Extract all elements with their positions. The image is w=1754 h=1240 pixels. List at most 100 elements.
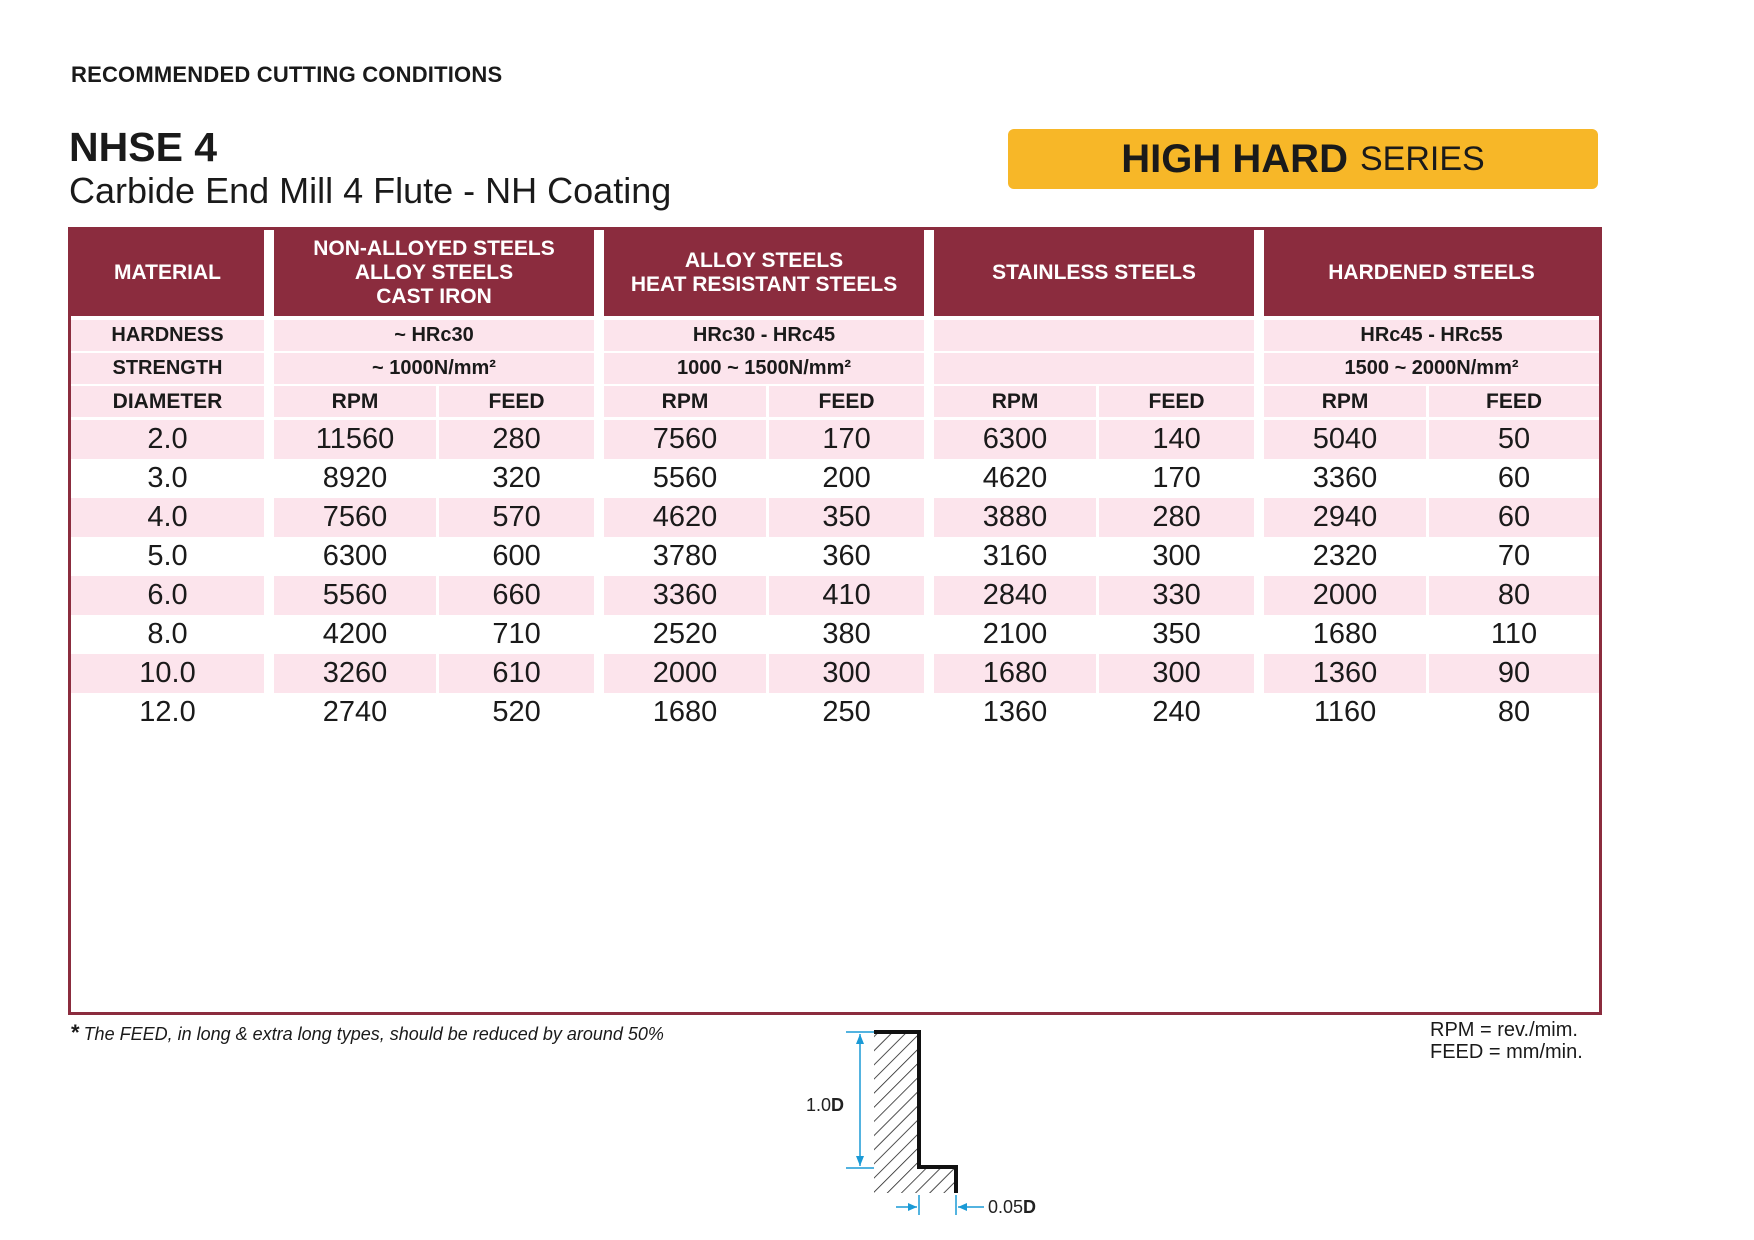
diameter-header: DIAMETER <box>71 386 274 420</box>
material-header: MATERIAL <box>71 230 274 320</box>
rpm-cell: 6300 <box>934 420 1100 459</box>
rpm-cell: 8920 <box>274 459 439 498</box>
rpm-header: RPM <box>1264 386 1430 420</box>
footnote: * The FEED, in long & extra long types, s… <box>71 1020 664 1046</box>
feed-cell: 330 <box>1099 576 1265 615</box>
rpm-cell: 2520 <box>604 615 770 654</box>
rpm-cell: 3160 <box>934 537 1100 576</box>
diameter-cell: 2.0 <box>71 420 274 459</box>
diameter-cell: 6.0 <box>71 576 274 615</box>
strength-label: STRENGTH <box>71 353 274 386</box>
arrow-down-icon <box>856 1156 864 1166</box>
hardness-value: HRc45 - HRc55 <box>1264 320 1600 353</box>
strength-row: STRENGTH ~ 1000N/mm² 1000 ~ 1500N/mm² 15… <box>71 353 1600 386</box>
material-line: ALLOY STEELS <box>354 261 514 284</box>
hardness-value <box>934 320 1265 353</box>
rpm-cell: 1680 <box>604 693 770 732</box>
feed-cell: 70 <box>1497 540 1531 572</box>
rpm-cell: 6300 <box>274 537 439 576</box>
feed-cell: 110 <box>1490 618 1538 650</box>
feed-cell: 280 <box>439 420 605 459</box>
rpm-cell: 3260 <box>274 654 439 693</box>
data-rows: 2.0 11560 280 7560 170 6300 140 5040 50 3.0 8920 32… <box>71 420 1600 732</box>
diameter-cell: 8.0 <box>71 615 274 654</box>
feed-cell: 140 <box>1099 420 1265 459</box>
feed-unit-legend: FEED = mm/min. <box>1430 1041 1583 1063</box>
rpm-cell: 3360 <box>1264 459 1430 498</box>
feed-cell: 90 <box>1429 654 1600 693</box>
table-row: 8.0 4200 710 2520 380 2100 350 1680 110 <box>71 615 1599 654</box>
feed-cell: 380 <box>769 615 935 654</box>
rpm-cell: 5560 <box>274 576 439 615</box>
feed-cell: 200 <box>769 459 935 498</box>
strength-value: ~ 1000N/mm² <box>274 353 605 386</box>
rpm-header: RPM <box>604 386 770 420</box>
rpm-cell: 3360 <box>604 576 770 615</box>
rpm-cell: 1680 <box>934 654 1100 693</box>
rpm-cell: 11560 <box>274 420 439 459</box>
footnote-star: * <box>71 1020 80 1045</box>
diameter-cell: 10.0 <box>71 654 274 693</box>
material-line: ALLOY STEELS <box>684 249 844 272</box>
feed-cell: 280 <box>1099 498 1265 537</box>
feed-cell: 710 <box>439 615 605 654</box>
depth-label: 1.0D <box>806 1095 844 1115</box>
arrow-left-icon <box>958 1203 967 1211</box>
feed-cell: 80 <box>1497 696 1531 728</box>
diameter-cell: 3.0 <box>71 459 274 498</box>
material-header-row: MATERIAL NON-ALLOYED STEELS ALLOY STEELS… <box>71 230 1600 320</box>
rpm-cell: 7560 <box>604 420 770 459</box>
hardness-value: ~ HRc30 <box>274 320 605 353</box>
feed-cell: 80 <box>1429 576 1600 615</box>
arrow-up-icon <box>856 1034 864 1044</box>
table-row: 12.0 2740 520 1680 250 1360 240 1160 80 <box>71 693 1599 732</box>
rpm-cell: 2740 <box>274 693 439 732</box>
material-group-header: STAINLESS STEELS <box>934 230 1265 320</box>
feed-cell: 60 <box>1497 462 1531 494</box>
rpm-cell: 1680 <box>1264 615 1430 654</box>
feed-cell: 170 <box>769 420 935 459</box>
hardness-value: HRc30 - HRc45 <box>604 320 935 353</box>
cutting-conditions-table: MATERIAL NON-ALLOYED STEELS ALLOY STEELS… <box>71 230 1600 732</box>
hatched-profile <box>874 1032 956 1193</box>
feed-cell: 300 <box>769 654 935 693</box>
rpm-unit-legend: RPM = rev./mim. <box>1430 1019 1578 1041</box>
feed-cell: 520 <box>439 693 605 732</box>
feed-cell: 50 <box>1429 420 1600 459</box>
series-badge-light: SERIES <box>1359 139 1485 178</box>
feed-cell: 350 <box>769 498 935 537</box>
feed-header: FEED <box>1429 386 1600 420</box>
cut-profile-outline <box>874 1030 958 1193</box>
table-row: 3.0 8920 320 5560 200 4620 170 3360 60 <box>71 459 1599 498</box>
width-label: 0.05D <box>988 1197 1036 1217</box>
rpm-cell: 1360 <box>1264 654 1430 693</box>
document-heading: RECOMMENDED CUTTING CONDITIONS <box>71 62 503 87</box>
feed-header: FEED <box>769 386 935 420</box>
feed-cell: 250 <box>769 693 935 732</box>
rpm-header: RPM <box>274 386 439 420</box>
feed-cell: 610 <box>439 654 605 693</box>
column-subheader-row: DIAMETER RPM FEED RPM FEED RPM FEED RPM … <box>71 386 1600 420</box>
strength-value: 1000 ~ 1500N/mm² <box>604 353 935 386</box>
feed-cell: 320 <box>439 459 605 498</box>
feed-cell: 600 <box>439 537 605 576</box>
hardness-row: HARDNESS ~ HRc30 HRc30 - HRc45 HRc45 - H… <box>71 320 1600 353</box>
diameter-cell: 12.0 <box>71 693 274 732</box>
hardness-label: HARDNESS <box>71 320 274 353</box>
feed-cell: 660 <box>439 576 605 615</box>
rpm-cell: 1160 <box>1264 693 1430 732</box>
rpm-cell: 2940 <box>1264 498 1430 537</box>
feed-cell: 240 <box>1099 693 1265 732</box>
feed-cell: 410 <box>769 576 935 615</box>
rpm-cell: 2100 <box>934 615 1100 654</box>
rpm-cell: 5040 <box>1264 420 1430 459</box>
material-group-header: ALLOY STEELS HEAT RESISTANT STEELS <box>604 230 935 320</box>
rpm-cell: 4620 <box>604 498 770 537</box>
material-group-header: HARDENED STEELS <box>1264 230 1600 320</box>
strength-value <box>934 353 1265 386</box>
rpm-cell: 2000 <box>604 654 770 693</box>
strength-value: 1500 ~ 2000N/mm² <box>1264 353 1600 386</box>
material-line: STAINLESS STEELS <box>992 261 1196 284</box>
table-row: 2.0 11560 280 7560 170 6300 140 5040 50 <box>71 420 1600 459</box>
rpm-cell: 4200 <box>274 615 439 654</box>
